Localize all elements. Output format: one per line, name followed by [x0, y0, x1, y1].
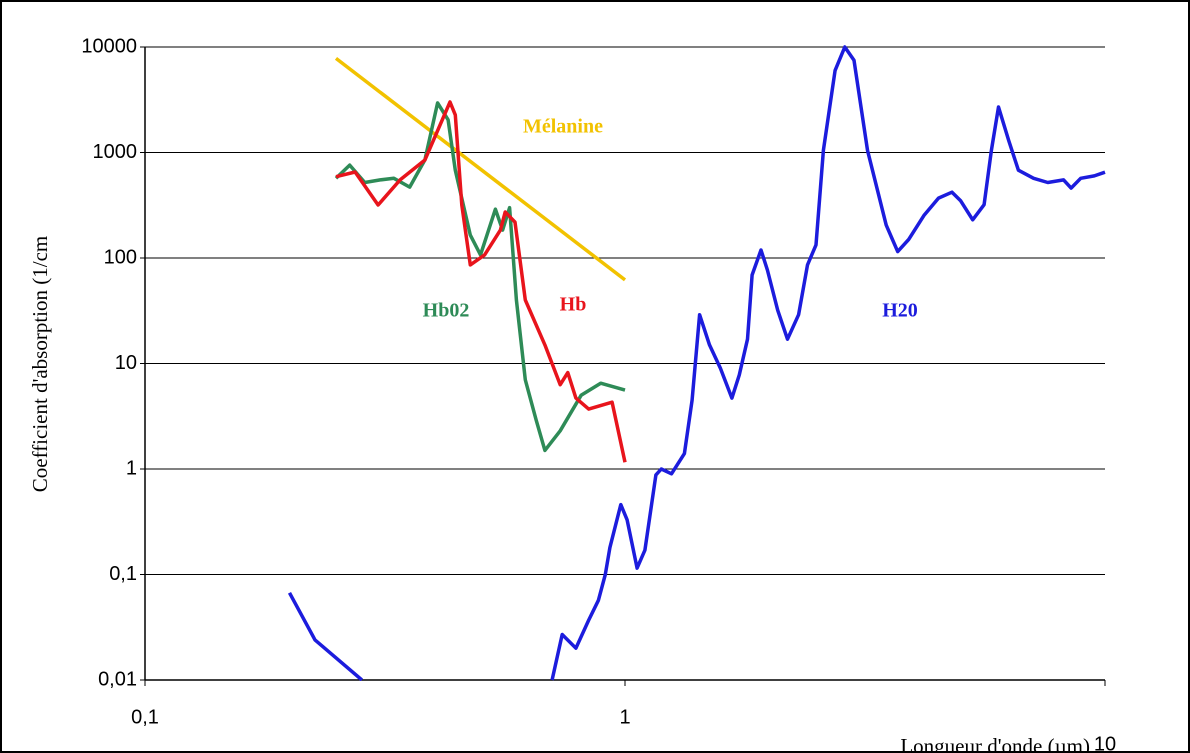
data-line [287, 45, 1106, 681]
data-line [335, 100, 627, 463]
y-axis-title: Coefficient d'absorption (1/cm [28, 236, 52, 493]
y-tick-label: 1000 [93, 141, 138, 163]
series-label: Hb [560, 294, 587, 316]
series-label: H20 [882, 300, 918, 322]
series-label: Hb02 [423, 300, 470, 322]
y-tick-label: 10 [115, 352, 137, 374]
y-tick-label: 1 [126, 457, 137, 479]
y-tick-label: 100 [104, 246, 137, 268]
data-line [334, 101, 626, 453]
x-tick-label: 0,1 [131, 706, 159, 728]
y-tick-label: 0,01 [98, 668, 137, 690]
plot-area [287, 45, 1106, 681]
x-tick-label: 10 [1094, 733, 1116, 753]
data-line [334, 57, 627, 282]
y-tick-label: 10000 [81, 35, 137, 57]
x-tick-label: 1 [619, 706, 630, 728]
x-axis-title: Longueur d'onde (µm) [900, 734, 1090, 753]
series-label: Mélanine [523, 116, 603, 138]
y-tick-label: 0,1 [109, 563, 137, 585]
